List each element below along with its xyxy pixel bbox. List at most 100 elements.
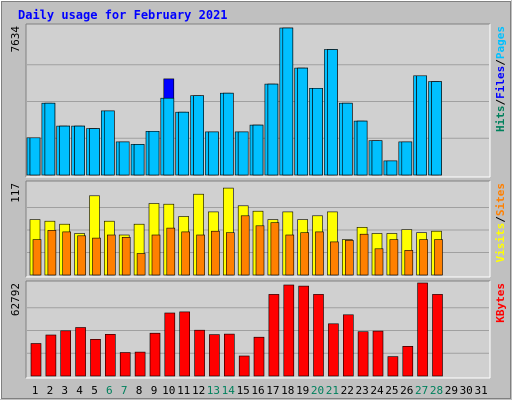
bar-sites_visits-sites-day-25 (389, 239, 399, 276)
bar-kbytes-kbytes-day-5 (90, 338, 101, 377)
legend-entry: KBytes (494, 283, 507, 323)
x-tick-label-day-23: 23 (355, 384, 368, 397)
bar-sites_visits-sites-day-1 (32, 239, 42, 276)
x-tick-label-day-11: 11 (177, 384, 190, 397)
x-tick-label-day-16: 16 (251, 384, 264, 397)
bar-sites_visits-sites-day-15 (240, 215, 250, 276)
legend-entry: / (494, 216, 507, 223)
bar-hits-front-day-22 (341, 102, 353, 176)
bar-sites_visits-sites-day-22 (344, 240, 354, 276)
bar-kbytes-kbytes-day-11 (179, 311, 190, 377)
bar-hits-front-day-4 (74, 125, 85, 176)
x-tick-label-day-5: 5 (91, 384, 98, 397)
legend-entry: Hits (494, 106, 507, 133)
bar-hits-front-day-10 (163, 97, 175, 176)
x-tick-label-day-26: 26 (400, 384, 413, 397)
x-tick-label-day-19: 19 (296, 384, 309, 397)
bar-hits-front-day-20 (312, 88, 323, 176)
bar-sites_visits-sites-day-4 (77, 235, 86, 276)
x-tick-label-day-15: 15 (237, 384, 250, 397)
x-tick-label-day-10: 10 (162, 384, 175, 397)
x-tick-label-day-9: 9 (151, 384, 158, 397)
bar-hits-front-day-9 (148, 131, 160, 176)
bar-hits-front-day-17 (267, 83, 279, 176)
chart-panels: 7634Hits/Files/Pages117Visits/Sites62792… (9, 23, 507, 379)
x-tick-label-day-17: 17 (266, 384, 279, 397)
bar-kbytes-kbytes-day-18 (283, 284, 295, 377)
bar-hits-front-day-14 (223, 92, 234, 176)
bar-kbytes-kbytes-day-14 (224, 333, 235, 377)
bar-kbytes-kbytes-day-8 (134, 351, 146, 377)
bar-sites_visits-sites-day-24 (374, 248, 384, 276)
bar-hits-front-day-18 (282, 27, 294, 176)
x-tick-label-day-6: 6 (106, 384, 113, 397)
bar-hits-front-day-25 (386, 160, 398, 176)
bar-hits-front-day-2 (44, 102, 56, 176)
bar-sites_visits-sites-day-18 (285, 234, 295, 276)
x-tick-label-day-22: 22 (341, 384, 354, 397)
outer-border-dark (1, 1, 511, 399)
bar-kbytes-kbytes-day-22 (342, 314, 354, 377)
legend-entry: Sites (494, 183, 507, 216)
x-tick-label-day-28: 28 (430, 384, 443, 397)
bar-kbytes-kbytes-day-3 (60, 330, 72, 377)
x-tick-label-day-31: 31 (474, 384, 487, 397)
bar-kbytes-kbytes-day-24 (372, 330, 384, 377)
bar-kbytes-kbytes-day-2 (45, 334, 57, 377)
x-tick-label-day-25: 25 (385, 384, 398, 397)
bar-kbytes-kbytes-day-13 (209, 334, 220, 377)
panel-sites_visits-legend: Visits/Sites (494, 183, 507, 263)
bar-sites_visits-sites-day-17 (270, 222, 280, 276)
bar-sites_visits-sites-day-21 (330, 241, 339, 276)
bar-hits-front-day-5 (89, 128, 100, 176)
bar-sites_visits-sites-day-10 (166, 227, 176, 276)
panel-sites_visits: 117 Visits/Sites (9, 180, 507, 278)
bar-hits-front-day-8 (133, 144, 145, 176)
x-tick-label-day-27: 27 (415, 384, 428, 397)
bar-sites_visits-sites-day-5 (92, 237, 101, 276)
x-tick-label-day-30: 30 (460, 384, 473, 397)
bar-hits-front-day-11 (178, 111, 189, 176)
bar-sites_visits-sites-day-6 (107, 234, 116, 276)
x-tick-label-day-12: 12 (192, 384, 205, 397)
bar-kbytes-kbytes-day-12 (194, 329, 205, 377)
bar-kbytes-kbytes-day-15 (238, 355, 250, 377)
bar-hits-front-day-1 (29, 137, 41, 176)
bar-sites_visits-sites-day-19 (300, 232, 310, 276)
bar-kbytes-kbytes-day-28 (432, 294, 443, 377)
bar-kbytes-kbytes-day-26 (402, 345, 414, 377)
bar-sites_visits-sites-day-3 (62, 231, 72, 276)
bar-sites_visits-sites-day-9 (151, 234, 161, 276)
bar-hits-front-day-16 (252, 124, 264, 176)
bar-hits-front-day-7 (118, 141, 130, 176)
bar-sites_visits-sites-day-13 (211, 230, 220, 276)
x-tick-label-day-20: 20 (311, 384, 324, 397)
bar-kbytes-kbytes-day-20 (313, 294, 324, 377)
x-tick-label-day-29: 29 (445, 384, 458, 397)
bar-sites_visits-sites-day-7 (121, 237, 131, 276)
bar-kbytes-kbytes-day-21 (328, 323, 339, 377)
panel-sites_visits-ymax-label: 117 (9, 183, 22, 203)
bar-hits-front-day-19 (297, 67, 309, 176)
bar-hits-front-day-13 (208, 131, 219, 176)
x-tick-label-day-24: 24 (370, 384, 384, 397)
legend-entry: / (494, 59, 507, 66)
legend-entry: Visits (494, 223, 507, 263)
bar-sites_visits-sites-day-12 (196, 234, 205, 276)
bar-hits-front-day-26 (401, 141, 413, 176)
bar-sites_visits-sites-day-16 (255, 225, 265, 276)
bar-hits-front-day-23 (356, 120, 368, 176)
panel-kbytes: 62792 KBytes (9, 280, 507, 379)
x-tick-label-day-8: 8 (136, 384, 143, 397)
bar-kbytes-kbytes-day-16 (253, 336, 265, 377)
bar-kbytes-kbytes-day-27 (417, 282, 428, 377)
legend-entry: Pages (494, 26, 507, 59)
bar-sites_visits-sites-day-20 (315, 231, 324, 276)
bar-kbytes-kbytes-day-6 (105, 333, 116, 377)
bar-sites_visits-sites-day-27 (419, 239, 428, 276)
bar-kbytes-kbytes-day-9 (149, 332, 161, 377)
legend-entry: / (494, 99, 507, 106)
bar-hits-front-day-24 (371, 140, 383, 176)
